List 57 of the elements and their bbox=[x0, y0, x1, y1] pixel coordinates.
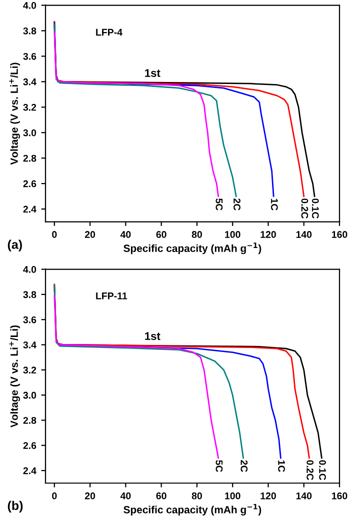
y-axis-title: Voltage (V vs. Li$^{+}$/Li) bbox=[9, 62, 20, 165]
text: 2C bbox=[240, 460, 248, 472]
x-axis-title: Specific capacity (mAh g$^{−1}$) bbox=[124, 242, 262, 254]
y-tick-label: 2.4 bbox=[23, 206, 36, 213]
y-tick-label: 3.0 bbox=[23, 129, 36, 136]
x-tick-label: 40 bbox=[120, 492, 131, 500]
text: 0.1C bbox=[319, 460, 326, 480]
text: 1C bbox=[278, 460, 285, 472]
text: 5C bbox=[216, 198, 223, 210]
x-tick-label: 80 bbox=[192, 231, 202, 238]
x-tick-label: 60 bbox=[156, 231, 166, 238]
y-tick-label: 3.2 bbox=[23, 366, 36, 374]
x-tick-label: 20 bbox=[84, 492, 96, 500]
x-tick-label: 160 bbox=[332, 231, 348, 238]
y-tick-label: 2.6 bbox=[23, 180, 36, 188]
y-tick-label: 3.8 bbox=[23, 27, 36, 34]
text: 5C bbox=[216, 460, 223, 472]
text: 0.2C bbox=[306, 460, 314, 480]
y-tick-label: 2.8 bbox=[23, 416, 36, 424]
x-tick-label: 0 bbox=[52, 231, 57, 238]
x-tick-label: 140 bbox=[296, 492, 312, 500]
x-tick-label: 100 bbox=[225, 492, 240, 500]
y-tick-label: 2.8 bbox=[23, 154, 36, 162]
x-tick-label: 100 bbox=[225, 231, 240, 238]
text: (a) bbox=[8, 240, 22, 252]
text: (b) bbox=[8, 500, 23, 512]
line-series bbox=[54, 284, 244, 459]
annotation: LFP-4 bbox=[96, 28, 122, 36]
annotation: 1st bbox=[145, 69, 160, 77]
x-axis-title: Specific capacity (mAh g$^{−1}$) bbox=[124, 504, 262, 516]
y-tick-label: 3.6 bbox=[23, 316, 36, 324]
x-tick-label: 160 bbox=[332, 492, 348, 500]
text: 0.2C bbox=[301, 198, 308, 218]
text: 1C bbox=[270, 198, 278, 210]
y-tick-label: 2.4 bbox=[23, 467, 36, 474]
y-tick-label: 3.4 bbox=[23, 341, 36, 348]
annotation: LFP-11 bbox=[96, 292, 128, 300]
y-tick-label: 3.0 bbox=[23, 392, 36, 399]
text: 2C bbox=[234, 198, 240, 210]
x-tick-label: 140 bbox=[296, 231, 312, 238]
x-tick-label: 40 bbox=[120, 231, 131, 238]
y-tick-label: 3.2 bbox=[23, 104, 36, 111]
text: 0.1C bbox=[312, 198, 319, 218]
x-tick-label: 80 bbox=[192, 492, 202, 500]
y-tick-label: 3.4 bbox=[23, 78, 36, 86]
x-tick-label: 120 bbox=[260, 231, 276, 238]
y-tick-label: 4.0 bbox=[23, 2, 36, 9]
y-tick-label: 2.6 bbox=[23, 442, 36, 449]
x-tick-label: 60 bbox=[156, 492, 166, 500]
y-tick-label: 3.8 bbox=[23, 291, 36, 298]
y-axis-title: Voltage (V vs. Li$^{+}$/Li) bbox=[9, 325, 20, 428]
x-tick-label: 120 bbox=[260, 492, 276, 500]
y-tick-label: 4.0 bbox=[23, 266, 36, 273]
y-tick-label: 3.6 bbox=[23, 52, 36, 60]
x-tick-label: 20 bbox=[84, 231, 96, 238]
annotation: 1st bbox=[145, 332, 160, 340]
x-tick-label: 0 bbox=[52, 492, 57, 500]
